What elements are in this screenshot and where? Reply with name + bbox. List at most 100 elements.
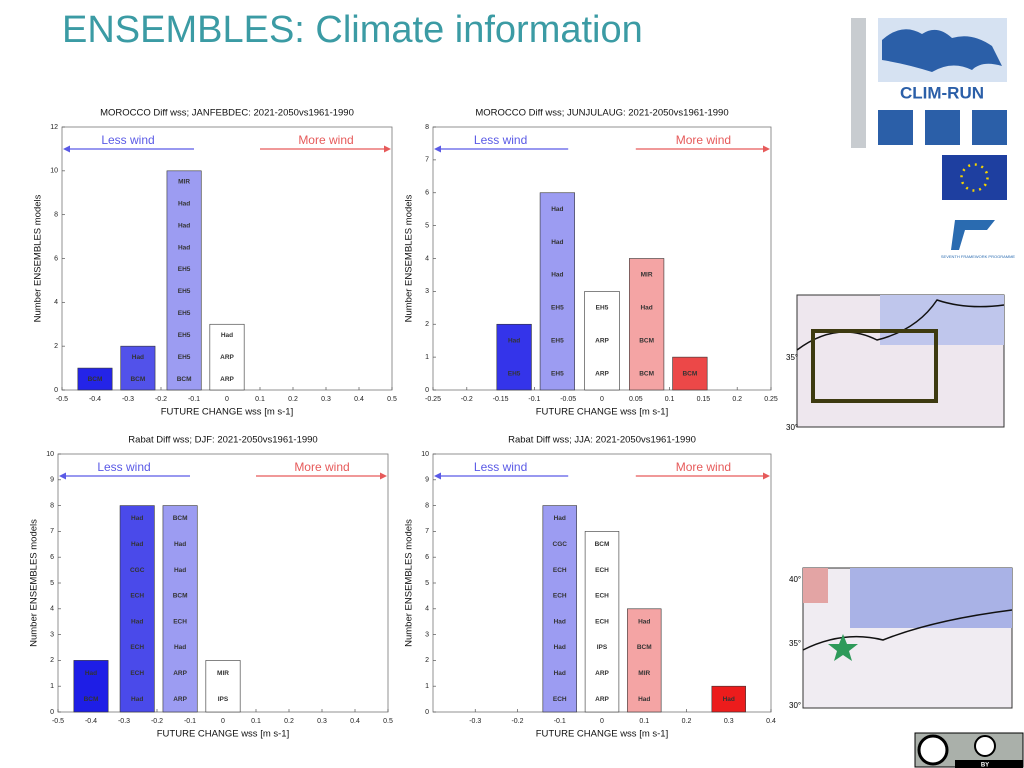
- more-wind-label: More wind: [298, 133, 353, 147]
- model-label: EH5: [178, 354, 191, 361]
- location-star: [828, 634, 858, 661]
- model-label: Had: [178, 222, 190, 229]
- less-wind-label: Less wind: [474, 460, 527, 474]
- x-tick-label: -0.1: [188, 396, 200, 403]
- fp7-logo: SEVENTH FRAMEWORK PROGRAMME: [941, 220, 1015, 259]
- model-label: Had: [551, 206, 563, 213]
- bar: [119, 505, 155, 713]
- y-tick-label: 6: [425, 554, 429, 561]
- arrow-head: [434, 145, 441, 153]
- lat-label: 30°: [786, 423, 798, 432]
- model-label: ECH: [553, 593, 567, 600]
- model-label: ARP: [595, 696, 609, 703]
- bar: [584, 531, 620, 713]
- y-tick-label: 7: [50, 528, 54, 535]
- chart-title: Rabat Diff wss; DJF: 2021-2050vs1961-199…: [128, 435, 317, 446]
- x-tick-label: -0.2: [151, 718, 163, 725]
- y-tick-label: 6: [54, 255, 58, 262]
- model-label: Had: [638, 618, 650, 625]
- model-label: BCM: [637, 644, 652, 651]
- bar: [205, 660, 241, 713]
- bar: [73, 660, 109, 713]
- model-label: Had: [723, 696, 735, 703]
- model-label: Had: [131, 515, 143, 522]
- x-tick-label: 0.2: [288, 396, 298, 403]
- chart: Rabat Diff wss; JJA: 2021-2050vs1961-199…: [404, 435, 776, 740]
- arrow-head: [434, 472, 441, 480]
- model-label: ECH: [130, 670, 144, 677]
- lat-label: 35°: [789, 639, 801, 648]
- model-label: BCM: [130, 376, 145, 383]
- x-tick-label: -0.1: [184, 718, 196, 725]
- model-label: ECH: [173, 618, 187, 625]
- y-tick-label: 4: [50, 606, 54, 613]
- x-tick-label: 0.2: [682, 718, 692, 725]
- model-label: BCM: [173, 593, 188, 600]
- y-tick-label: 2: [50, 657, 54, 664]
- y-tick-label: 8: [425, 124, 429, 131]
- coastline: [802, 609, 1013, 651]
- model-label: Had: [132, 354, 144, 361]
- x-tick-label: 0: [225, 396, 229, 403]
- y-tick-label: 0: [54, 387, 58, 394]
- model-label: ARP: [220, 376, 234, 383]
- x-tick-label: 0.1: [639, 718, 649, 725]
- y-tick-label: 6: [425, 190, 429, 197]
- model-label: CGC: [553, 541, 568, 548]
- y-tick-label: 4: [54, 299, 58, 306]
- chart-title: Rabat Diff wss; JJA: 2021-2050vs1961-199…: [508, 435, 696, 446]
- model-label: ECH: [130, 644, 144, 651]
- x-tick-label: 0.2: [732, 396, 742, 403]
- y-tick-label: 10: [46, 451, 54, 458]
- model-label: EH5: [596, 305, 609, 312]
- x-tick-label: 0: [221, 718, 225, 725]
- model-label: MIR: [638, 670, 650, 677]
- x-tick-label: 0.25: [764, 396, 778, 403]
- model-label: ECH: [595, 618, 609, 625]
- model-label: EH5: [178, 332, 191, 339]
- model-label: Had: [131, 618, 143, 625]
- logo-icon: [878, 110, 913, 145]
- model-label: Had: [551, 239, 563, 246]
- map-shade: [850, 568, 1012, 628]
- y-tick-label: 0: [425, 387, 429, 394]
- model-label: Had: [640, 305, 652, 312]
- model-label: Had: [554, 618, 566, 625]
- model-label: ECH: [553, 696, 567, 703]
- model-label: BCM: [173, 515, 188, 522]
- y-tick-label: 0: [425, 709, 429, 716]
- y-tick-label: 5: [425, 580, 429, 587]
- y-tick-label: 2: [425, 657, 429, 664]
- y-tick-label: 1: [50, 683, 54, 690]
- x-tick-label: -0.25: [425, 396, 441, 403]
- model-label: BCM: [84, 696, 99, 703]
- x-tick-label: -0.3: [122, 396, 134, 403]
- arrow-head: [763, 472, 770, 480]
- arrow-head: [63, 145, 70, 153]
- x-tick-label: -0.4: [85, 718, 97, 725]
- model-label: Had: [131, 696, 143, 703]
- x-tick-label: 0: [600, 718, 604, 725]
- model-label: Had: [178, 200, 190, 207]
- x-tick-label: 0.15: [697, 396, 711, 403]
- y-tick-label: 7: [425, 157, 429, 164]
- x-axis-label: FUTURE CHANGE wss [m s-1]: [536, 729, 668, 740]
- model-label: Had: [551, 272, 563, 279]
- less-wind-label: Less wind: [474, 133, 527, 147]
- model-label: MIR: [217, 670, 229, 677]
- model-label: MIR: [178, 179, 190, 186]
- badge-by: [974, 735, 996, 757]
- x-tick-label: -0.4: [89, 396, 101, 403]
- bar: [209, 323, 245, 391]
- model-label: ECH: [130, 593, 144, 600]
- model-label: EH5: [551, 370, 564, 377]
- x-axis-label: FUTURE CHANGE wss [m s-1]: [536, 407, 668, 418]
- bar: [542, 505, 577, 713]
- map-1: 35° 30°: [786, 294, 1005, 432]
- x-tick-label: 0.5: [383, 718, 393, 725]
- x-tick-label: 0.3: [317, 718, 327, 725]
- model-label: ARP: [595, 370, 609, 377]
- y-tick-label: 3: [425, 288, 429, 295]
- model-label: Had: [221, 332, 233, 339]
